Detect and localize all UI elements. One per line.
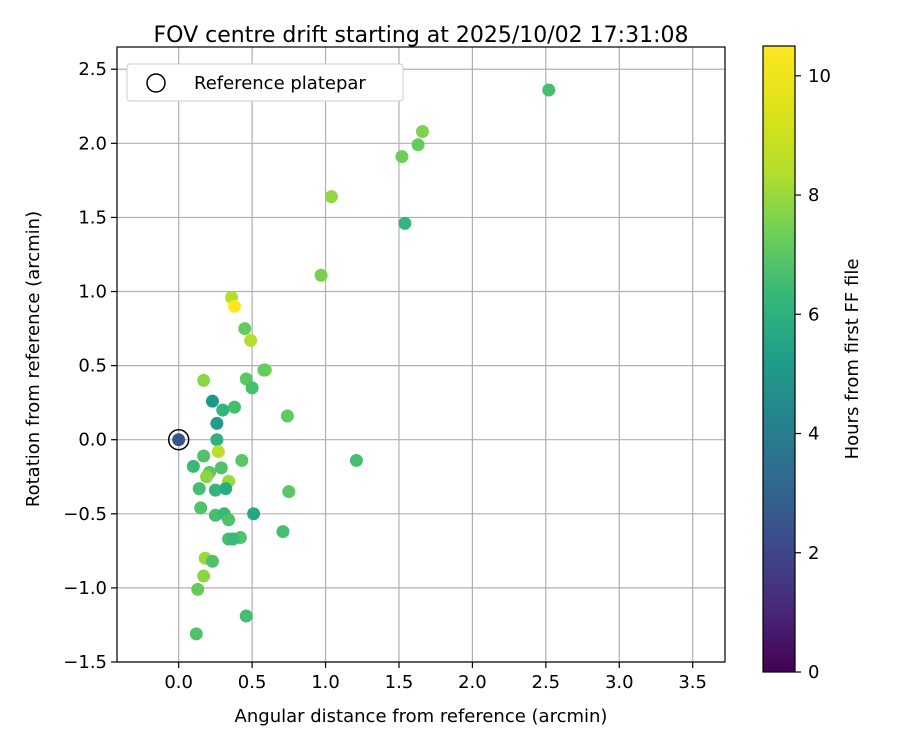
y-tick-label: 1.5 bbox=[78, 207, 107, 228]
data-point bbox=[211, 445, 225, 459]
x-tick-label: 1.0 bbox=[311, 672, 340, 693]
colorbar-gradient bbox=[762, 45, 796, 673]
data-point bbox=[210, 433, 224, 447]
x-tick-label: 2.0 bbox=[458, 672, 487, 693]
data-point bbox=[226, 532, 240, 546]
colorbar-tick-label: 2 bbox=[808, 543, 819, 564]
y-tick-label: 0.5 bbox=[78, 356, 107, 377]
data-point bbox=[238, 322, 252, 336]
data-point bbox=[197, 449, 211, 463]
data-point bbox=[395, 150, 409, 164]
data-point bbox=[172, 433, 186, 447]
data-point bbox=[227, 400, 241, 414]
data-point bbox=[276, 525, 290, 539]
data-point bbox=[542, 83, 556, 97]
colorbar-tick-label: 8 bbox=[808, 185, 819, 206]
x-tick-label: 1.5 bbox=[385, 672, 414, 693]
y-axis-label: Rotation from reference (arcmin) bbox=[23, 211, 44, 507]
chart-title: FOV centre drift starting at 2025/10/02 … bbox=[154, 23, 689, 48]
y-tick-label: −1.5 bbox=[63, 652, 107, 673]
data-point bbox=[247, 507, 261, 521]
legend-entry-reference: Reference platepar bbox=[194, 73, 366, 94]
colorbar-tick-label: 0 bbox=[808, 662, 819, 683]
data-point bbox=[205, 554, 219, 568]
data-point bbox=[349, 453, 363, 467]
data-point bbox=[314, 268, 328, 282]
colorbar-tick-label: 6 bbox=[808, 304, 819, 325]
y-tick-label: −1.0 bbox=[63, 578, 107, 599]
data-point bbox=[245, 381, 259, 395]
data-point bbox=[235, 453, 249, 467]
data-point bbox=[222, 513, 236, 527]
x-tick-label: 3.0 bbox=[605, 672, 634, 693]
legend-box bbox=[126, 63, 404, 102]
data-point bbox=[219, 482, 233, 496]
data-point bbox=[398, 216, 412, 230]
y-tick-label: 1.0 bbox=[78, 282, 107, 303]
data-point bbox=[197, 569, 211, 583]
colorbar-tick-label: 4 bbox=[808, 424, 819, 445]
x-tick-label: 2.5 bbox=[532, 672, 561, 693]
colorbar-ticks: 0 2 4 6 8 10 bbox=[795, 66, 831, 683]
y-tick-label: 0.0 bbox=[78, 430, 107, 451]
data-point bbox=[216, 403, 230, 417]
data-point bbox=[208, 483, 222, 497]
data-point bbox=[227, 299, 241, 313]
x-tick-label: 3.5 bbox=[678, 672, 707, 693]
data-point bbox=[186, 459, 200, 473]
data-point bbox=[189, 627, 203, 641]
data-point bbox=[411, 138, 425, 152]
data-point bbox=[210, 416, 224, 430]
reference-marker bbox=[167, 428, 190, 451]
y-tick-label: 2.0 bbox=[78, 133, 107, 154]
y-axis-ticks: −1.5 −1.0 −0.5 0.0 0.5 1.0 1.5 2.0 2.5 bbox=[63, 59, 117, 673]
x-axis-ticks: 0.0 0.5 1.0 1.5 2.0 2.5 3.0 3.5 bbox=[164, 662, 707, 693]
data-point bbox=[194, 501, 208, 515]
data-point bbox=[192, 482, 206, 496]
data-point bbox=[200, 470, 214, 484]
x-tick-label: 0.0 bbox=[164, 672, 193, 693]
data-point bbox=[197, 373, 211, 387]
plot-frame bbox=[116, 46, 726, 663]
data-point bbox=[205, 394, 219, 408]
data-point bbox=[282, 485, 296, 499]
data-point bbox=[239, 609, 253, 623]
data-point bbox=[280, 409, 294, 423]
data-point bbox=[244, 333, 258, 347]
colorbar-label: Hours from first FF file bbox=[842, 259, 863, 460]
y-tick-label: 2.5 bbox=[78, 59, 107, 80]
colorbar-tick-label: 10 bbox=[808, 66, 831, 87]
data-point bbox=[415, 124, 429, 138]
colorbar: 0 2 4 6 8 10 Hours from first FF file bbox=[762, 45, 863, 683]
data-point bbox=[191, 582, 205, 596]
x-axis-label: Angular distance from reference (arcmin) bbox=[235, 706, 608, 727]
x-tick-label: 0.5 bbox=[238, 672, 267, 693]
data-point bbox=[257, 363, 271, 377]
scatter-points bbox=[167, 83, 556, 641]
data-point bbox=[324, 190, 338, 204]
legend: Reference platepar bbox=[126, 63, 404, 102]
y-tick-label: −0.5 bbox=[63, 504, 107, 525]
legend-reference-marker bbox=[146, 73, 166, 93]
data-point bbox=[214, 461, 228, 475]
